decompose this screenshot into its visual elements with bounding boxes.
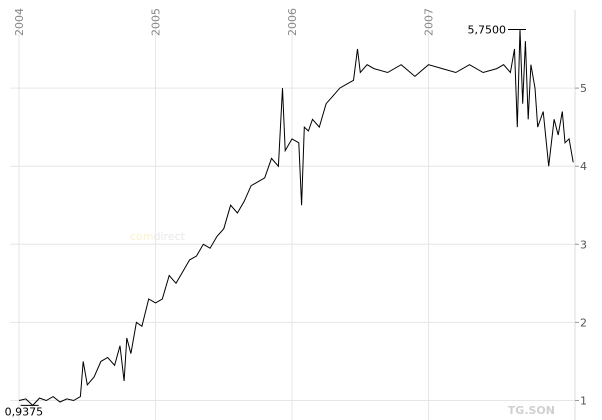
price-line bbox=[18, 29, 574, 407]
annotation-label: 5,7500 bbox=[467, 24, 506, 37]
y-tick-label: 2 bbox=[580, 316, 587, 329]
y-tick-label: 3 bbox=[580, 238, 587, 251]
watermark-com: com bbox=[130, 230, 154, 243]
y-tick-label: 1 bbox=[580, 394, 587, 407]
annotation-label: 0,9375 bbox=[5, 405, 44, 418]
x-tick-label: 2004 bbox=[13, 8, 26, 36]
symbol-watermark: TG.SON bbox=[508, 404, 555, 417]
x-tick-label: 2005 bbox=[150, 8, 163, 36]
x-tick-label: 2006 bbox=[286, 8, 299, 36]
y-tick-label: 5 bbox=[580, 82, 587, 95]
watermark-direct: direct bbox=[154, 230, 186, 243]
x-tick-label: 2007 bbox=[423, 8, 436, 36]
watermark: comdirect bbox=[130, 230, 186, 243]
y-tick-label: 4 bbox=[580, 160, 587, 173]
